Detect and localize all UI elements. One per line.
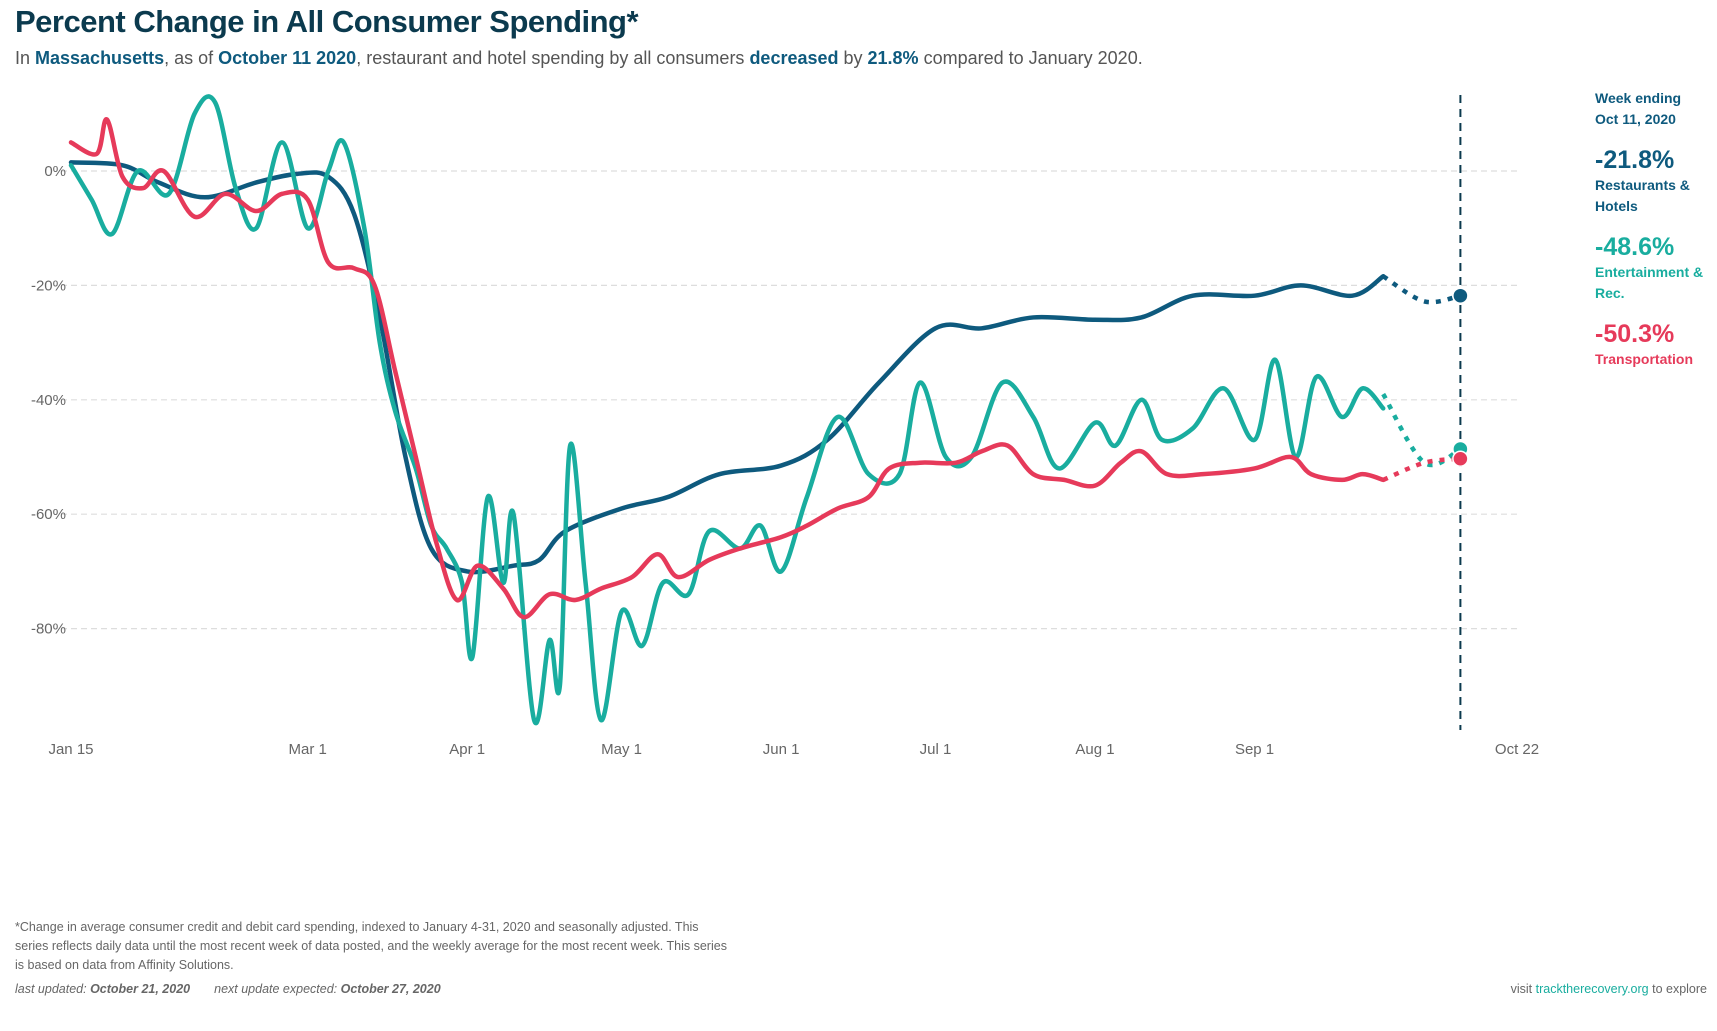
series-weekly-line-restaurants [1381, 274, 1461, 305]
series-weekly-line-transportation [1382, 456, 1461, 482]
y-tick-label: -40% [31, 392, 66, 409]
legend-value: -21.8% [1595, 146, 1675, 174]
series-line-restaurants [68, 160, 1386, 575]
visit-text: to explore [1648, 982, 1707, 996]
next-update-label: next update expected: [214, 982, 341, 996]
subtitle-text: , restaurant and hotel spending by all c… [356, 48, 750, 68]
y-tick-label: -60% [31, 506, 66, 523]
legend-label: Restaurants & Hotels [1595, 177, 1690, 214]
legend-value: -48.6% [1595, 233, 1675, 261]
x-tick-label: May 1 [601, 741, 642, 758]
series-weekly-line-entertainment [1381, 392, 1462, 468]
last-updated-label: last updated: [15, 982, 91, 996]
subtitle-text: In [15, 48, 36, 68]
change-percent: 21.8% [867, 48, 919, 68]
x-tick-label: Jun 1 [763, 741, 800, 758]
legend-value: -50.3% [1595, 320, 1675, 348]
legend-item-transportation: -50.3% Transportation [1595, 320, 1715, 370]
x-tick-label: Oct 22 [1495, 741, 1539, 758]
y-tick-label: -80% [31, 621, 66, 638]
x-tick-label: Jan 15 [48, 741, 93, 758]
state-name: Massachusetts [35, 48, 165, 68]
legend-heading-date: Oct 11, 2020 [1595, 111, 1676, 127]
x-tick-label: Mar 1 [289, 741, 327, 758]
tracktherecovery-link[interactable]: tracktherecovery.org [1535, 982, 1649, 996]
direction: decreased [749, 48, 839, 68]
y-tick-label: 0% [44, 163, 66, 180]
page-title: Percent Change in All Consumer Spending* [15, 4, 639, 39]
series-endpoint-restaurants [1452, 287, 1469, 304]
y-tick-label: -20% [31, 277, 66, 294]
x-tick-label: Jul 1 [920, 741, 952, 758]
subtitle-text: compared to January 2020. [918, 48, 1143, 68]
series-line-entertainment [68, 94, 1386, 726]
update-info: last updated: October 21, 2020 next updat… [15, 982, 441, 996]
subtitle-text: by [838, 48, 868, 68]
x-tick-label: Sep 1 [1235, 741, 1274, 758]
visit-note: visit tracktherecovery.org to explore [1511, 982, 1707, 996]
line-chart: 0% -20% -40% -60% -80% Jan 15 Mar 1 Apr 1 May 1 J… [31, 94, 1539, 758]
legend-label: Transportation [1595, 351, 1694, 367]
footnote: *Change in average consumer credit and d… [15, 920, 727, 972]
series-line-transportation [68, 117, 1386, 620]
visit-text: visit [1510, 982, 1536, 996]
subtitle: In Massachusetts, as of October 11 2020,… [15, 48, 1143, 69]
series-endpoint-transportation [1452, 450, 1469, 467]
legend: Week ending Oct 11, 2020 -21.8% Restaura… [1595, 88, 1715, 370]
subtitle-text: , as of [164, 48, 219, 68]
legend-heading: Week ending [1595, 90, 1682, 106]
x-tick-label: Apr 1 [449, 741, 485, 758]
next-update-date: October 27, 2020 [340, 982, 441, 996]
x-tick-label: Aug 1 [1075, 741, 1114, 758]
legend-item-restaurants: -21.8% Restaurants & Hotels [1595, 146, 1715, 217]
as-of-date: October 11 2020 [218, 48, 357, 68]
legend-label: Entertainment & Rec. [1595, 264, 1704, 301]
legend-item-entertainment: -48.6% Entertainment & Rec. [1595, 233, 1715, 304]
last-updated-date: October 21, 2020 [90, 982, 191, 996]
